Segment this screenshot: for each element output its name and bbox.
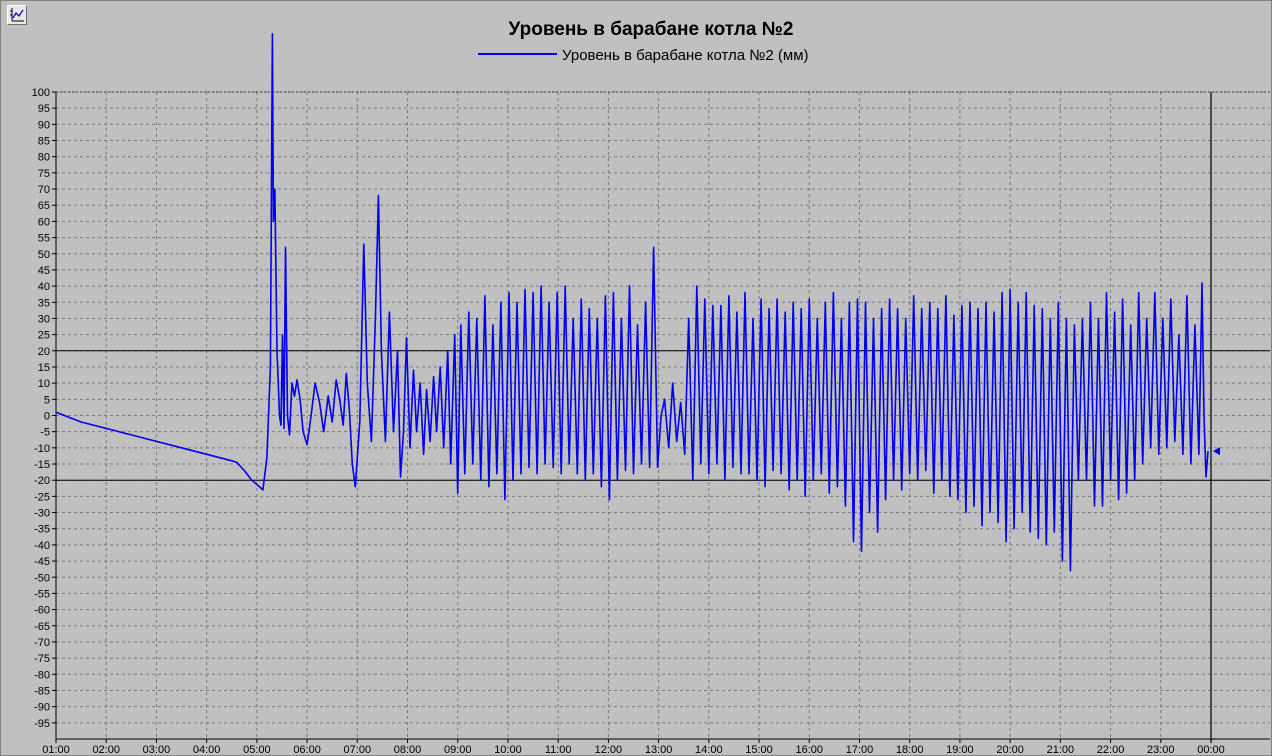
x-tick-label: 06:00 bbox=[293, 744, 321, 756]
x-tick-label: 14:00 bbox=[695, 744, 723, 756]
x-tick-label: 09:00 bbox=[444, 744, 472, 756]
y-tick-label: 25 bbox=[38, 330, 50, 342]
y-tick-label: -95 bbox=[34, 718, 50, 730]
x-tick-label: 07:00 bbox=[344, 744, 372, 756]
y-tick-label: 15 bbox=[38, 362, 50, 374]
x-tick-label: 04:00 bbox=[193, 744, 221, 756]
y-tick-label: 10 bbox=[38, 378, 50, 390]
x-tick-label: 20:00 bbox=[996, 744, 1024, 756]
y-tick-label: -25 bbox=[34, 491, 50, 503]
x-tick-label: 16:00 bbox=[795, 744, 823, 756]
y-tick-label: 70 bbox=[38, 184, 50, 196]
y-tick-label: 0 bbox=[44, 411, 50, 423]
cursor-value-marker[interactable] bbox=[1213, 447, 1220, 456]
y-tick-label: 35 bbox=[38, 297, 50, 309]
y-tick-label: 90 bbox=[38, 119, 50, 131]
x-tick-label: 13:00 bbox=[645, 744, 673, 756]
y-tick-label: 50 bbox=[38, 249, 50, 261]
x-tick-label: 15:00 bbox=[745, 744, 773, 756]
chart-title: Уровень в барабане котла №2 bbox=[509, 19, 794, 40]
y-tick-label: -55 bbox=[34, 588, 50, 600]
y-tick-label: -80 bbox=[34, 669, 50, 681]
chart-settings-icon-graphic bbox=[10, 8, 24, 22]
y-tick-label: 65 bbox=[38, 200, 50, 212]
y-tick-label: 45 bbox=[38, 265, 50, 277]
x-tick-label: 03:00 bbox=[143, 744, 171, 756]
y-tick-label: -40 bbox=[34, 540, 50, 552]
y-tick-label: -70 bbox=[34, 637, 50, 649]
x-tick-label: 21:00 bbox=[1047, 744, 1075, 756]
x-tick-label: 08:00 bbox=[394, 744, 422, 756]
y-tick-label: -5 bbox=[40, 427, 50, 439]
y-tick-label: -75 bbox=[34, 653, 50, 665]
y-tick-label: 100 bbox=[32, 87, 50, 99]
y-tick-label: 55 bbox=[38, 233, 50, 245]
y-tick-label: 5 bbox=[44, 394, 50, 406]
y-tick-label: -30 bbox=[34, 508, 50, 520]
y-tick-label: -45 bbox=[34, 556, 50, 568]
x-tick-label: 10:00 bbox=[494, 744, 522, 756]
y-tick-label: -85 bbox=[34, 685, 50, 697]
x-tick-label: 11:00 bbox=[545, 744, 572, 756]
x-tick-label: 23:00 bbox=[1147, 744, 1175, 756]
y-axis: -95-90-85-80-75-70-65-60-55-50-45-40-35-… bbox=[32, 87, 57, 743]
series-line bbox=[55, 32, 1209, 572]
y-tick-label: 20 bbox=[38, 346, 50, 358]
x-tick-label: 05:00 bbox=[243, 744, 271, 756]
y-tick-label: 60 bbox=[38, 216, 50, 228]
y-tick-label: -35 bbox=[34, 524, 50, 536]
series-layer bbox=[55, 32, 1209, 572]
y-tick-label: -50 bbox=[34, 572, 50, 584]
legend-label: Уровень в барабане котла №2 (мм) bbox=[562, 47, 809, 64]
y-tick-label: -65 bbox=[34, 621, 50, 633]
y-tick-label: -60 bbox=[34, 605, 50, 617]
y-tick-label: 95 bbox=[38, 103, 50, 115]
y-tick-label: 40 bbox=[38, 281, 50, 293]
legend: Уровень в барабане котла №2 (мм) bbox=[478, 47, 809, 64]
y-tick-label: -20 bbox=[34, 475, 50, 487]
x-tick-label: 19:00 bbox=[946, 744, 974, 756]
y-tick-label: -90 bbox=[34, 702, 50, 714]
y-tick-label: -10 bbox=[34, 443, 50, 455]
y-tick-label: 75 bbox=[38, 168, 50, 180]
cursor-layer[interactable] bbox=[1210, 92, 1220, 743]
x-tick-label: 18:00 bbox=[896, 744, 924, 756]
x-axis: 01:00 02:00 03:00 04:00 05:00 06:00 07:00 08:00… bbox=[42, 738, 1270, 756]
x-tick-label: 02:00 bbox=[92, 744, 120, 756]
y-tick-label: 30 bbox=[38, 313, 50, 325]
x-tick-label: 17:00 bbox=[846, 744, 874, 756]
x-tick-label: 12:00 bbox=[595, 744, 623, 756]
chart-settings-icon[interactable] bbox=[7, 5, 27, 25]
x-tick-label: 22:00 bbox=[1097, 744, 1125, 756]
x-tick-label: 00:00 bbox=[1197, 744, 1225, 756]
y-tick-label: 80 bbox=[38, 152, 50, 164]
y-tick-label: -15 bbox=[34, 459, 50, 471]
y-tick-label: 85 bbox=[38, 136, 50, 148]
x-tick-label: 01:00 bbox=[42, 744, 70, 756]
